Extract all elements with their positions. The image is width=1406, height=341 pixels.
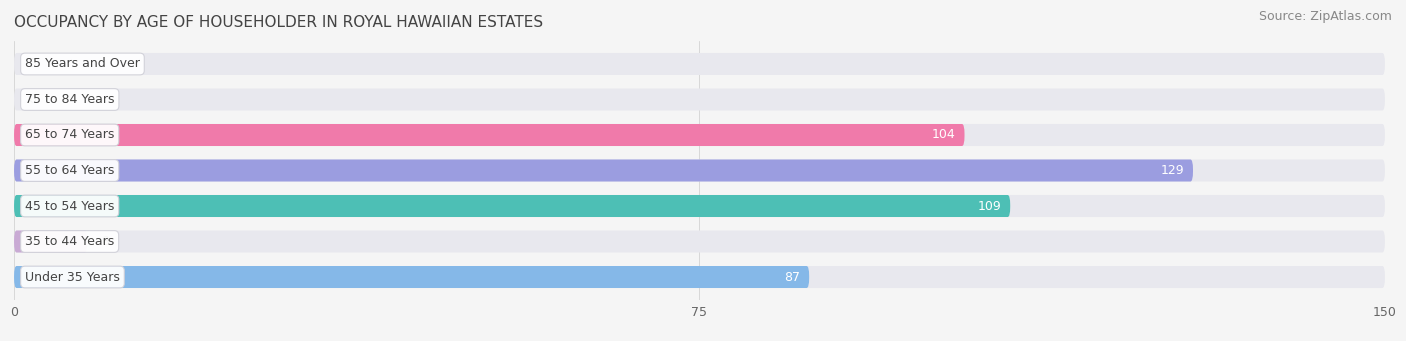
Text: OCCUPANCY BY AGE OF HOUSEHOLDER IN ROYAL HAWAIIAN ESTATES: OCCUPANCY BY AGE OF HOUSEHOLDER IN ROYAL…	[14, 15, 543, 30]
Text: 45 to 54 Years: 45 to 54 Years	[25, 199, 114, 212]
Text: Source: ZipAtlas.com: Source: ZipAtlas.com	[1258, 10, 1392, 23]
Text: 109: 109	[977, 199, 1001, 212]
FancyBboxPatch shape	[14, 195, 1385, 217]
Text: Under 35 Years: Under 35 Years	[25, 270, 120, 283]
Text: 0: 0	[28, 58, 35, 71]
Text: 75 to 84 Years: 75 to 84 Years	[25, 93, 114, 106]
FancyBboxPatch shape	[14, 53, 1385, 75]
Text: 0: 0	[28, 93, 35, 106]
FancyBboxPatch shape	[14, 195, 1010, 217]
FancyBboxPatch shape	[14, 231, 1385, 252]
FancyBboxPatch shape	[14, 124, 1385, 146]
Text: 55 to 64 Years: 55 to 64 Years	[25, 164, 114, 177]
Text: 104: 104	[932, 129, 956, 142]
FancyBboxPatch shape	[14, 266, 810, 288]
Text: 85 Years and Over: 85 Years and Over	[25, 58, 141, 71]
FancyBboxPatch shape	[14, 266, 1385, 288]
FancyBboxPatch shape	[14, 124, 965, 146]
FancyBboxPatch shape	[14, 160, 1385, 181]
FancyBboxPatch shape	[14, 89, 1385, 110]
Text: 87: 87	[785, 270, 800, 283]
Text: 35 to 44 Years: 35 to 44 Years	[25, 235, 114, 248]
Text: 65 to 74 Years: 65 to 74 Years	[25, 129, 114, 142]
Text: 129: 129	[1160, 164, 1184, 177]
FancyBboxPatch shape	[14, 160, 1192, 181]
Text: 8: 8	[101, 235, 108, 248]
FancyBboxPatch shape	[14, 231, 87, 252]
